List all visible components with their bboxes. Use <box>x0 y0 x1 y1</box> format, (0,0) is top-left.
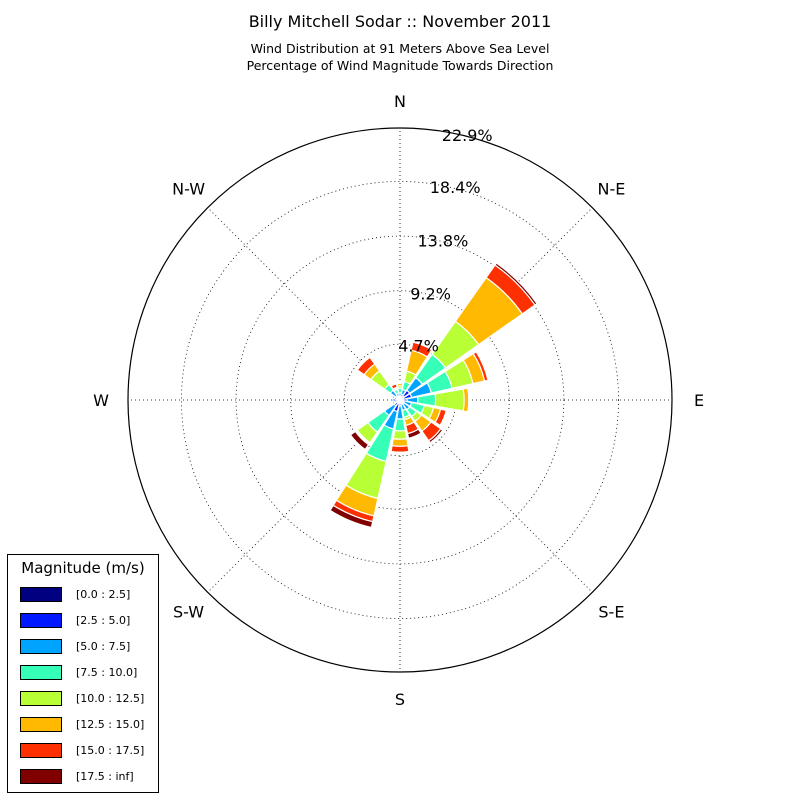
wind-rose-segment <box>390 444 410 453</box>
wind-rose-segment <box>434 388 465 412</box>
wind-rose-segment <box>390 450 410 455</box>
legend-swatch <box>20 769 62 784</box>
grid-ring <box>290 290 510 510</box>
wind-rose-segment <box>390 401 394 406</box>
legend-item: [0.0 : 2.5] <box>20 587 155 603</box>
legend-swatch <box>20 717 62 732</box>
wind-rose-segment <box>392 429 408 440</box>
chart-subtitle-line-2: Percentage of Wind Magnitude Towards Dir… <box>246 58 554 73</box>
legend-label: [7.5 : 10.0] <box>76 666 138 679</box>
legend-label: [10.0 : 12.5] <box>76 692 145 705</box>
radial-tick-label: 22.9% <box>442 126 493 145</box>
wind-rose-segment <box>406 428 422 439</box>
radial-tick-label: 18.4% <box>430 178 481 197</box>
wind-rose-segment <box>388 397 392 403</box>
legend-swatch <box>20 665 62 680</box>
wind-rose-segment <box>389 381 398 387</box>
legend-swatch <box>20 613 62 628</box>
radial-tick-label: 9.2% <box>410 285 451 304</box>
direction-label: S <box>395 690 405 709</box>
legend-item: [12.5 : 15.0] <box>20 717 155 733</box>
legend-item: [5.0 : 7.5] <box>20 639 155 655</box>
legend-item: [7.5 : 10.0] <box>20 665 155 681</box>
wind-rose-bars <box>329 262 538 529</box>
grid-spoke <box>399 399 593 593</box>
legend-item: [10.0 : 12.5] <box>20 691 155 707</box>
legend-swatch <box>20 691 62 706</box>
grid-spoke <box>207 207 401 401</box>
chart-title: Billy Mitchell Sodar :: November 2011 <box>248 12 552 31</box>
wind-rose-segment <box>349 430 370 451</box>
legend-label: [12.5 : 15.0] <box>76 718 145 731</box>
direction-label: E <box>694 391 704 410</box>
radial-tick-label: 4.7% <box>398 337 439 356</box>
wind-rose-segment <box>439 409 449 427</box>
direction-label: S-W <box>173 602 204 621</box>
radial-tick-label: 13.8% <box>417 231 468 250</box>
legend: Magnitude (m/s) [0.0 : 2.5] [2.5 : 5.0] [5… <box>7 554 159 793</box>
wind-rose-segment <box>467 387 471 413</box>
wind-rose-segment <box>355 355 371 371</box>
direction-label: S-E <box>598 602 624 621</box>
chart-subtitle-line-1: Wind Distribution at 91 Meters Above Sea… <box>250 41 550 56</box>
legend-label: [17.5 : inf] <box>76 770 134 783</box>
outer-ring <box>127 127 673 673</box>
direction-label: W <box>93 391 109 410</box>
grid-ring <box>235 235 565 565</box>
legend-swatch <box>20 587 62 602</box>
grid-spoke <box>207 399 401 593</box>
polar-labels: N N-E E S-E S S-W W N-W 4.7% 9.2% 13.8% 18.4% 22.9% <box>93 92 704 709</box>
legend-swatch <box>20 743 62 758</box>
wind-rose-segment <box>396 380 404 384</box>
legend-swatch <box>20 639 62 654</box>
wind-rose-segment <box>391 437 409 447</box>
legend-label: [2.5 : 5.0] <box>76 614 131 627</box>
wind-rose-segment <box>329 504 374 529</box>
legend-label: [0.0 : 2.5] <box>76 588 131 601</box>
legend-item: [15.0 : 17.5] <box>20 743 155 759</box>
wind-rose-segment <box>494 262 538 306</box>
direction-label: N-E <box>597 180 625 199</box>
direction-label: N-W <box>172 180 205 199</box>
wind-rose-segment <box>412 340 434 351</box>
grid-ring <box>181 181 619 619</box>
legend-title: Magnitude (m/s) <box>21 559 145 577</box>
wind-rose-segment <box>394 418 406 432</box>
legend-item: [17.5 : inf] <box>20 769 155 785</box>
wind-rose-segment <box>427 427 444 444</box>
legend-label: [15.0 : 17.5] <box>76 744 145 757</box>
legend-label: [5.0 : 7.5] <box>76 640 131 653</box>
wind-rose-segment <box>475 350 490 381</box>
legend-item: [2.5 : 5.0] <box>20 613 155 629</box>
direction-label: N <box>394 92 406 111</box>
